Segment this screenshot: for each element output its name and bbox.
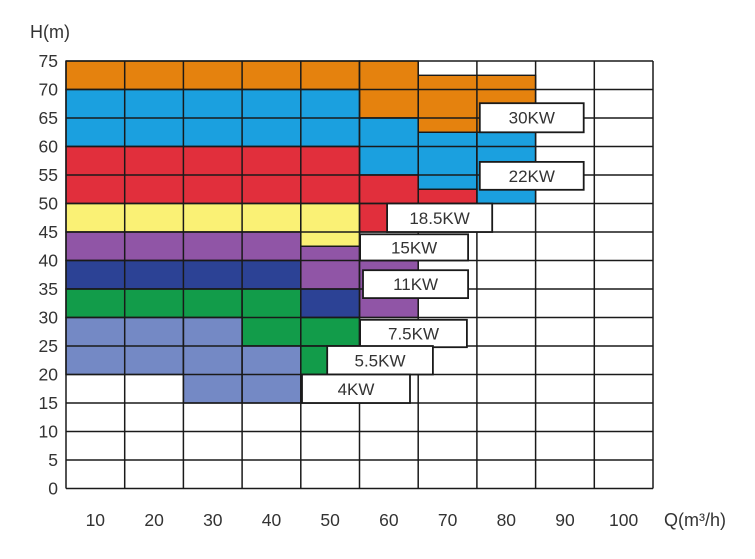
- y-tick-label: 40: [39, 251, 59, 271]
- x-tick-label: 70: [438, 510, 458, 530]
- y-tick-label: 50: [39, 194, 59, 214]
- x-tick-label: 10: [86, 510, 106, 530]
- region-18.5KW: [417, 188, 478, 205]
- y-tick-label: 0: [48, 479, 58, 499]
- region-18.5KW: [358, 174, 419, 205]
- power-label-text: 15KW: [391, 238, 437, 257]
- y-tick-label: 20: [39, 365, 59, 385]
- y-tick-label: 25: [39, 336, 58, 356]
- y-tick-label: 65: [39, 108, 58, 128]
- power-label-box: [386, 202, 494, 233]
- power-label-box: [359, 233, 470, 262]
- y-tick-label: 15: [39, 393, 58, 413]
- x-tick-label: 20: [144, 510, 164, 530]
- power-label-box: [362, 269, 469, 300]
- power-label-text: 11KW: [393, 275, 438, 294]
- region-18.5KW: [358, 202, 390, 233]
- y-tick-label: 35: [39, 279, 58, 299]
- power-label-7.5KW: 7.5KW: [359, 318, 468, 349]
- power-label-boxes: 30KW 22KW 18.5KW 15KW 11KW 7.5KW 5.5KW 4KW: [301, 102, 585, 404]
- x-tick-label: 90: [555, 510, 575, 530]
- region-4KW: [182, 316, 243, 404]
- power-label-text: 4KW: [338, 380, 375, 399]
- region-5.5KW: [300, 316, 361, 347]
- power-label-text: 22KW: [509, 167, 555, 186]
- y-axis-title: H(m): [30, 22, 70, 42]
- y-tick-label: 30: [39, 308, 59, 328]
- y-tick-label: 70: [39, 80, 59, 100]
- y-tick-label: 55: [39, 165, 58, 185]
- x-tick-label: 100: [609, 510, 638, 530]
- power-label-text: 5.5KW: [354, 351, 405, 370]
- region-15KW: [300, 202, 361, 247]
- region-11KW: [300, 245, 361, 290]
- power-label-text: 7.5KW: [388, 325, 439, 344]
- region-7.5KW: [300, 288, 361, 319]
- y-tick-label: 60: [39, 137, 59, 157]
- power-label-box: [478, 102, 585, 134]
- power-label-30KW: 30KW: [478, 102, 585, 134]
- y-tick-label: 5: [48, 450, 58, 470]
- region-22KW: [417, 131, 478, 191]
- region-30KW: [65, 60, 361, 91]
- power-label-22KW: 22KW: [478, 160, 585, 191]
- power-label-4KW: 4KW: [301, 373, 411, 404]
- power-label-5.5KW: 5.5KW: [326, 345, 434, 376]
- x-tick-label: 60: [379, 510, 399, 530]
- x-tick-label: 40: [262, 510, 282, 530]
- x-tick-label: 50: [320, 510, 340, 530]
- power-label-box: [301, 373, 411, 404]
- y-tick-label: 75: [39, 51, 58, 71]
- x-tick-label: 80: [497, 510, 517, 530]
- power-label-18.5KW: 18.5KW: [386, 202, 494, 233]
- y-tick-label: 45: [39, 222, 58, 242]
- y-tick-label: 10: [39, 422, 59, 442]
- power-label-15KW: 15KW: [359, 233, 470, 262]
- power-label-11KW: 11KW: [362, 269, 469, 300]
- x-axis-title: Q(m³/h): [664, 510, 726, 530]
- region-5.5KW: [300, 345, 331, 376]
- x-tick-label: 30: [203, 510, 223, 530]
- region-5.5KW: [65, 288, 243, 319]
- power-label-box: [478, 160, 585, 191]
- power-label-text: 18.5KW: [409, 209, 469, 228]
- power-label-text: 30KW: [509, 109, 555, 128]
